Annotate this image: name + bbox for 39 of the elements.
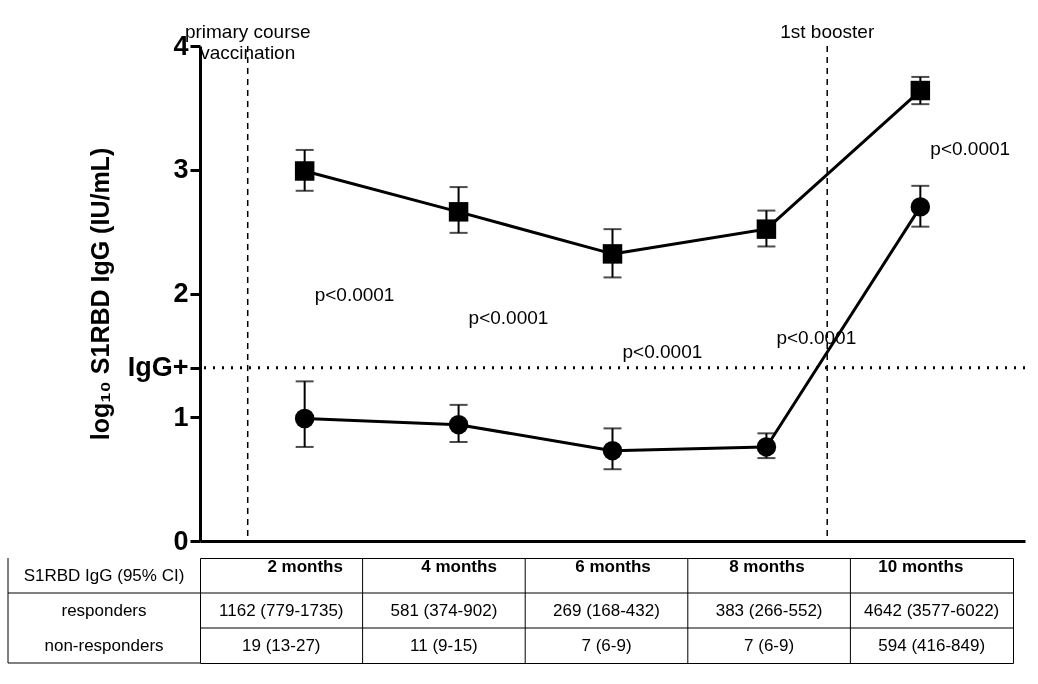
x-tick-label: 6 months [575, 556, 651, 576]
x-tick-label: 10 months [878, 556, 964, 576]
point [756, 219, 777, 239]
text: 581 (374-902) [390, 600, 498, 620]
point [294, 408, 315, 429]
y-tick-label: 1 [173, 401, 189, 432]
text: 11 (9-15) [410, 635, 478, 655]
text: S1RBD IgG (95% CI) [23, 565, 185, 585]
annotation: p<0.0001 [468, 307, 549, 329]
x-tick-label: 8 months [729, 556, 805, 576]
ref-line-label: 1st booster [780, 21, 875, 42]
text: 383 (266-552) [715, 600, 823, 620]
text: 269 (168-432) [553, 600, 660, 620]
annotation: p<0.0001 [930, 137, 1011, 159]
y-tick-label: 0 [173, 525, 189, 556]
category-label: non-responders [44, 635, 164, 655]
x-tick-label: 2 months [267, 556, 343, 576]
text: 7 (6-9) [744, 635, 795, 655]
point [602, 440, 623, 461]
text: 594 (416-849) [878, 635, 986, 655]
point [602, 244, 623, 264]
text: 19 (13-27) [242, 635, 321, 655]
point [448, 414, 469, 435]
annotation: p<0.0001 [314, 283, 395, 305]
point [448, 202, 469, 222]
y-axis-title: log₁₀ S1RBD IgG (IU/mL) [85, 147, 114, 441]
y-tick-label: IgG+ [127, 352, 189, 383]
annotation: p<0.0001 [622, 341, 703, 363]
y-tick-label: 2 [173, 278, 189, 308]
category-label: responders [61, 600, 147, 620]
x-tick-label: 4 months [421, 556, 497, 576]
text: 1162 (779-1735) [219, 600, 344, 620]
point [294, 161, 315, 181]
y-tick-label: 3 [173, 154, 189, 185]
text: 7 (6-9) [581, 635, 632, 655]
point [910, 80, 931, 101]
point [910, 197, 931, 217]
point [756, 437, 777, 457]
text: 4642 (3577-6022) [864, 600, 1000, 620]
